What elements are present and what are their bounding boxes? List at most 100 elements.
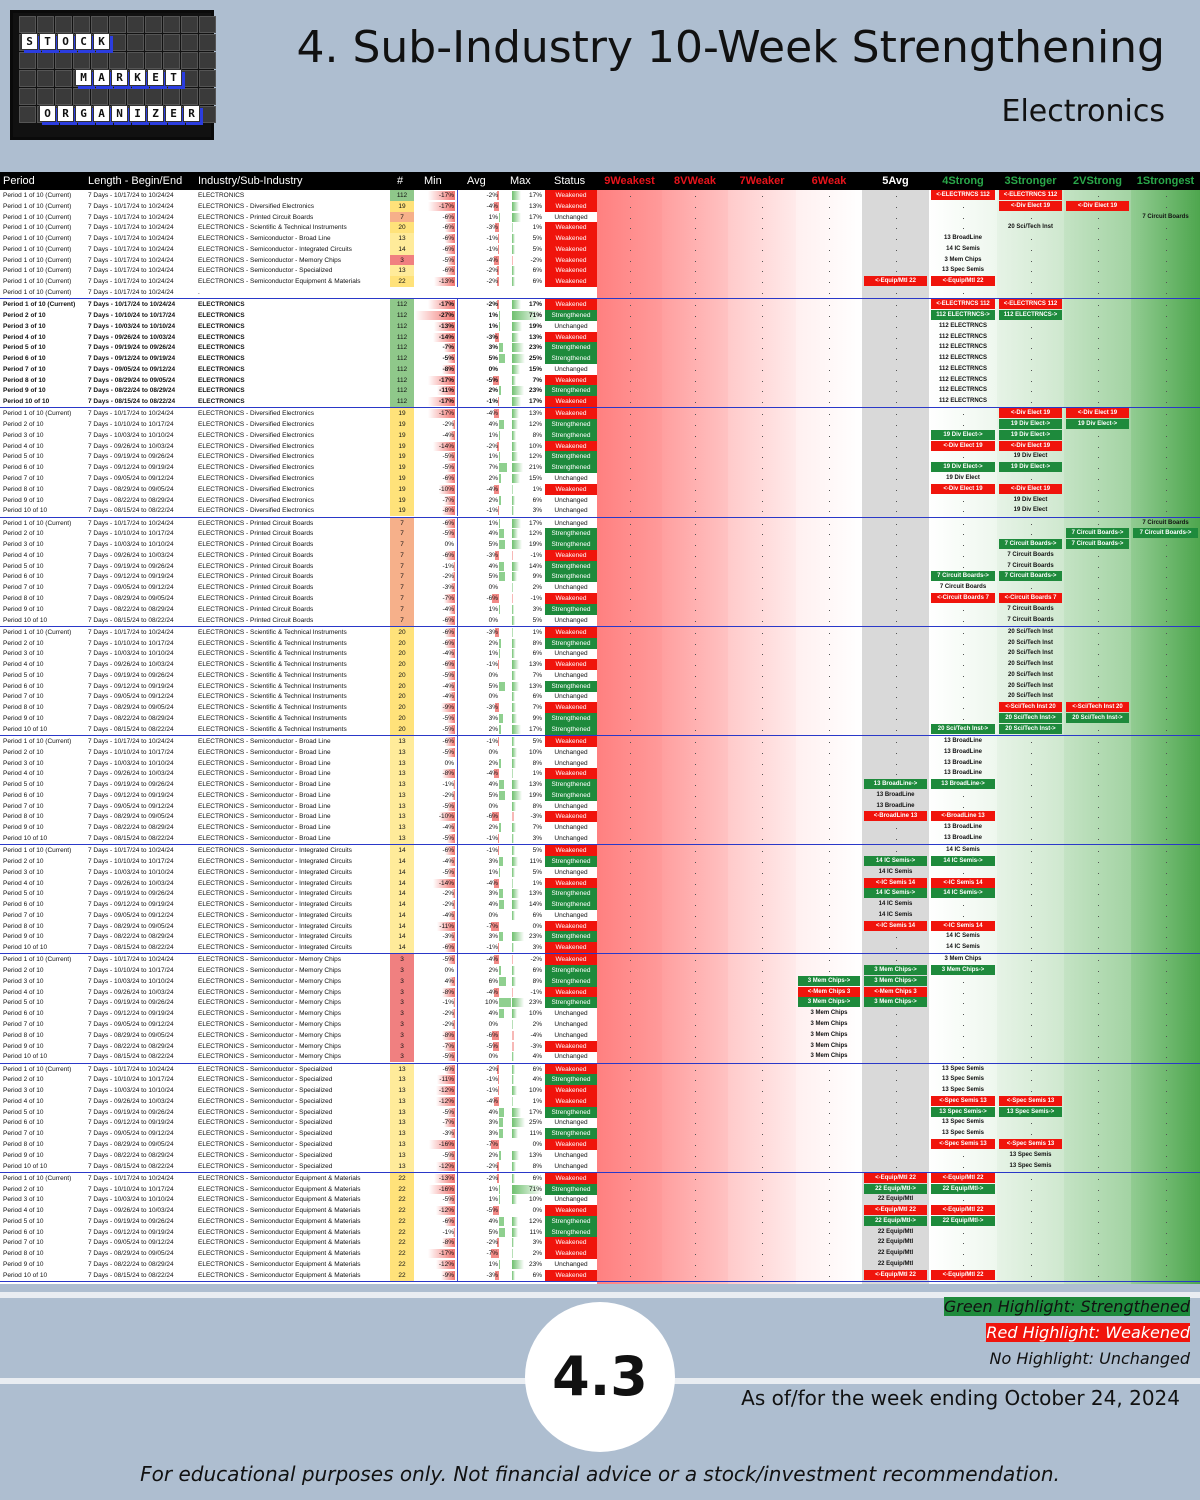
band-dot (1030, 883, 1032, 885)
max-bar (512, 670, 516, 680)
min-bar (437, 921, 455, 931)
band-dot (762, 872, 763, 874)
count-cell: 13 (390, 800, 414, 812)
max-value: 5% (532, 245, 542, 253)
band-dot (762, 1243, 763, 1245)
status-badge: Strengthened (545, 539, 597, 551)
logo-tile (199, 34, 216, 51)
band-dot (963, 457, 964, 459)
avg-bar (497, 833, 499, 843)
period-cell: Period 3 of 10 (3, 977, 44, 985)
band-dot (695, 609, 696, 611)
band-dot (829, 206, 830, 208)
subindustry-cell: ELECTRONICS - Scientific & Technical Ins… (198, 661, 347, 669)
subindustry-cell: ELECTRONICS - Semiconductor - Broad Line (198, 791, 331, 799)
strength-tag: 7 Circuit Boards-> (1066, 539, 1129, 550)
length-cell: 7 Days - 09/19/24 to 09/26/24 (88, 1108, 174, 1116)
strength-tag: <-Spec Semis 13 (999, 1138, 1062, 1149)
band-dot (629, 196, 631, 197)
band-dot (895, 1057, 897, 1059)
avg-bar (497, 846, 499, 856)
band-dot (829, 239, 830, 241)
table-row: Period 10 of 10 7 Days - 08/15/24 to 08/2… (0, 832, 1200, 844)
band-dot (1030, 282, 1032, 284)
avg-value: 4% (488, 781, 498, 789)
avg-value: 0% (488, 584, 498, 592)
avg-value: -1% (486, 847, 498, 855)
avg-value: -1% (486, 235, 498, 243)
max-bar (512, 518, 521, 528)
band-dot (1097, 817, 1099, 819)
status-badge: Strengthened (545, 931, 597, 943)
band-dot (695, 196, 696, 197)
avg-divider (457, 582, 458, 594)
band-dot (963, 665, 964, 667)
band-dot (1030, 915, 1032, 917)
band-dot (1030, 894, 1032, 896)
avg-bar (495, 223, 499, 233)
avg-divider (457, 1269, 458, 1281)
avg-bar (499, 1227, 505, 1237)
band-dot (695, 380, 696, 382)
subindustry-cell: ELECTRONICS - Semiconductor - Broad Line (198, 738, 331, 745)
length-cell: 7 Days - 09/05/24 to 09/12/24 (88, 365, 176, 373)
band-dot (895, 632, 897, 634)
max-value: 71% (528, 311, 542, 319)
length-cell: 7 Days - 08/22/24 to 08/29/24 (88, 496, 174, 504)
period-cell: Period 10 of 10 (3, 725, 48, 733)
max-value: 15% (528, 365, 542, 373)
max-value: 17% (528, 192, 542, 199)
avg-divider (457, 429, 458, 441)
avg-bar (493, 375, 499, 385)
table-row: Period 4 of 10 7 Days - 09/26/24 to 10/03… (0, 877, 1200, 889)
band-dot (762, 534, 763, 536)
band-dot (829, 425, 830, 427)
min-value: -4% (442, 431, 454, 439)
band-dot (963, 1232, 964, 1234)
subindustry-cell: ELECTRONICS - Scientific & Technical Ins… (198, 224, 347, 232)
band-dot (963, 643, 964, 645)
period-cell: Period 1 of 10 (Current) (3, 213, 72, 221)
max-bar (512, 889, 519, 899)
strength-tag: <-ELECTRNCS 112 (931, 190, 995, 200)
table-row: Period 2 of 10 7 Days - 10/10/24 to 10/17… (0, 965, 1200, 977)
table-row: Period 3 of 10 7 Days - 10/03/24 to 10/10… (0, 757, 1200, 769)
band-dot (629, 380, 631, 382)
band-dot (629, 665, 631, 667)
band-dot (629, 686, 631, 688)
band-dot (629, 489, 631, 491)
avg-value: 3% (488, 714, 498, 722)
status-badge: Weakened (545, 549, 597, 561)
strength-tag: <-Equip/Mtl 22 (864, 1269, 927, 1280)
band-dot (1030, 937, 1032, 939)
max-value: 9% (532, 714, 542, 722)
band-dot (895, 206, 897, 208)
table-row: Period 1 of 10 (Current) 7 Days - 10/17/2… (0, 243, 1200, 255)
max-bar (512, 593, 513, 603)
min-value: -4% (442, 682, 454, 690)
period-cell: Period 3 of 10 (3, 1087, 44, 1095)
length-cell: 7 Days - 08/29/24 to 09/05/24 (88, 813, 174, 821)
avg-bar (497, 1086, 499, 1096)
period-cell: Period 6 of 10 (3, 464, 44, 472)
logo-tile (145, 34, 162, 51)
subindustry-cell: ELECTRONICS - Semiconductor - Integrated… (198, 868, 352, 876)
band-dot (1165, 937, 1167, 939)
max-value: 5% (532, 868, 542, 876)
band-dot (695, 981, 696, 983)
band-dot (1165, 348, 1167, 350)
band-dot (895, 1069, 897, 1071)
max-bar (512, 867, 515, 877)
min-value: -12% (438, 1097, 454, 1105)
status-badge: Weakened (545, 592, 597, 604)
band-dot (1097, 282, 1099, 284)
band-dot (629, 523, 631, 525)
band-dot (1165, 718, 1167, 720)
avg-divider (457, 997, 458, 1009)
logo-tile (37, 88, 54, 105)
band-dot (1165, 697, 1167, 699)
min-value: 4% (444, 977, 454, 985)
min-value: -6% (442, 661, 454, 669)
band-dot (1097, 851, 1099, 853)
count-cell: 19 (390, 429, 414, 441)
